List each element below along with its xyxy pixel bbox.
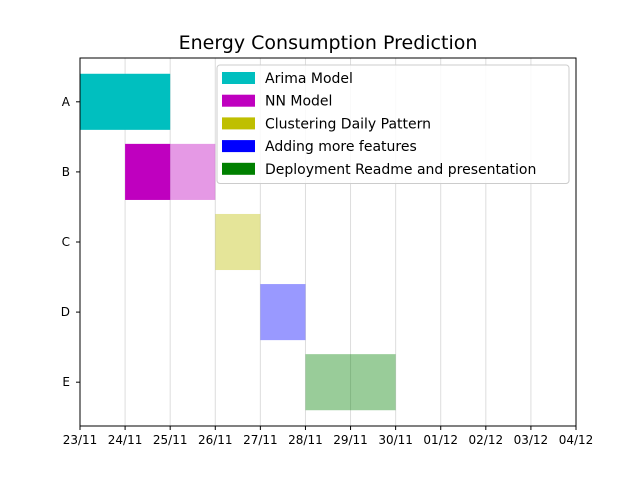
gantt-bar (170, 143, 216, 200)
legend-label: Arima Model (265, 71, 353, 87)
x-tick-label: 25/11 (153, 433, 188, 447)
legend-frame (216, 64, 570, 184)
x-tick-label: 04/12 (559, 433, 594, 447)
x-tick-label: 28/11 (288, 433, 323, 447)
bars-layer (80, 73, 396, 411)
x-tick-label: 02/12 (469, 433, 504, 447)
chart-legend: Arima Model NN Model Clustering Daily Patt… (216, 64, 570, 184)
legend-label: Adding more features (265, 139, 417, 155)
y-axis: A B C D E (61, 95, 80, 389)
x-tick-label: 26/11 (198, 433, 233, 447)
y-tick-label: B (62, 165, 70, 179)
y-tick-label: E (62, 375, 70, 389)
gantt-bar (80, 73, 171, 130)
legend-label: Deployment Readme and presentation (265, 162, 536, 178)
x-tick-label: 23/11 (63, 433, 98, 447)
gantt-bar (215, 213, 261, 271)
y-tick-label: C (62, 235, 70, 249)
x-axis: 23/11 24/11 25/11 26/11 27/11 28/11 29/11 30/11… (63, 426, 594, 447)
x-tick-label: 27/11 (243, 433, 278, 447)
x-tick-label: 30/11 (378, 433, 413, 447)
legend-swatch (222, 94, 255, 107)
legend-swatch (222, 72, 255, 84)
legend-label: NN Model (265, 94, 332, 110)
x-tick-label: 03/12 (514, 433, 549, 447)
x-tick-label: 29/11 (333, 433, 368, 447)
x-tick-label: 01/12 (423, 433, 458, 447)
legend-swatch (222, 140, 255, 153)
y-tick-label: D (61, 305, 70, 319)
x-tick-label: 24/11 (108, 433, 143, 447)
legend-swatch (222, 162, 255, 175)
legend-label: Clustering Daily Pattern (265, 116, 431, 132)
gantt-bar (260, 284, 306, 341)
legend-swatch (222, 117, 255, 130)
chart-title: Energy Consumption Prediction (179, 32, 478, 54)
gantt-bar (305, 354, 396, 411)
y-tick-label: A (62, 95, 71, 109)
gantt-bar (125, 143, 171, 200)
